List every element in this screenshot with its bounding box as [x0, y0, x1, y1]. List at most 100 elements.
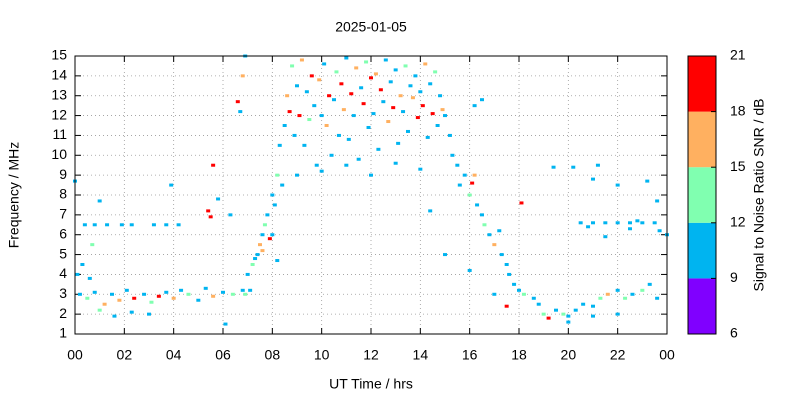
- y-tick-label: 2: [59, 305, 67, 321]
- data-point: [92, 290, 97, 294]
- data-point: [299, 58, 304, 62]
- data-point: [554, 308, 558, 312]
- data-point: [492, 292, 497, 296]
- data-point: [408, 84, 413, 88]
- data-point: [378, 88, 383, 92]
- data-point: [369, 76, 373, 80]
- data-point: [156, 294, 161, 298]
- data-point: [591, 221, 595, 225]
- data-point: [147, 312, 151, 316]
- data-point: [280, 183, 285, 187]
- data-point: [487, 233, 492, 237]
- data-point: [536, 302, 541, 306]
- data-point: [581, 302, 586, 306]
- data-point: [647, 282, 652, 286]
- data-point: [652, 221, 657, 225]
- data-point: [275, 259, 280, 263]
- chart-title: 2025-01-05: [335, 19, 407, 35]
- data-point: [517, 288, 521, 292]
- data-point: [504, 304, 509, 308]
- x-tick-label: 22: [610, 347, 626, 363]
- data-point: [272, 203, 277, 207]
- data-point: [267, 237, 272, 241]
- data-point: [519, 201, 524, 205]
- data-point: [645, 179, 650, 183]
- data-point: [615, 221, 620, 225]
- data-point: [655, 296, 660, 300]
- data-point: [344, 56, 349, 60]
- data-point: [341, 108, 346, 112]
- data-point: [386, 120, 391, 124]
- data-point: [615, 312, 620, 316]
- colorbar-tick-label: 12: [730, 214, 746, 230]
- data-point: [110, 292, 114, 296]
- data-point: [208, 215, 213, 219]
- data-point: [396, 141, 401, 145]
- x-axis-label: UT Time / hrs: [329, 376, 413, 392]
- data-point: [428, 209, 433, 213]
- data-point: [270, 233, 275, 237]
- data-point: [275, 173, 280, 177]
- data-point: [531, 296, 536, 300]
- data-point: [430, 112, 435, 116]
- data-point: [595, 163, 600, 167]
- data-point: [591, 314, 595, 318]
- y-tick-label: 1: [59, 325, 67, 341]
- data-point: [388, 80, 393, 84]
- data-point: [339, 82, 344, 86]
- data-point: [304, 90, 309, 94]
- data-point: [475, 203, 480, 207]
- data-point: [462, 173, 467, 177]
- data-point: [287, 110, 292, 114]
- data-point: [240, 288, 245, 292]
- data-point: [425, 135, 430, 139]
- data-point: [635, 219, 640, 223]
- data-point: [329, 153, 334, 157]
- colorbar-tick-label: 6: [730, 325, 738, 341]
- data-point: [603, 235, 608, 239]
- x-tick-label: 06: [215, 347, 231, 363]
- data-point: [418, 167, 423, 171]
- data-point: [359, 86, 364, 90]
- data-point: [223, 322, 228, 326]
- colorbar-label: Signal to Noise Ratio SNR / dB: [751, 99, 767, 292]
- data-point: [255, 253, 260, 257]
- data-point: [566, 314, 571, 318]
- data-point: [262, 223, 267, 227]
- data-point: [117, 298, 122, 302]
- data-point: [119, 223, 124, 227]
- data-point: [623, 296, 628, 300]
- data-point: [240, 74, 245, 78]
- data-point: [428, 82, 433, 86]
- data-point: [290, 64, 295, 68]
- data-point: [295, 173, 299, 177]
- data-point: [356, 157, 361, 161]
- y-tick-label: 9: [59, 166, 67, 182]
- data-point: [265, 213, 270, 217]
- data-point: [410, 96, 415, 100]
- y-tick-label: 8: [59, 186, 67, 202]
- data-point: [171, 296, 176, 300]
- data-point: [628, 227, 632, 231]
- data-point: [497, 229, 502, 233]
- data-point: [295, 84, 299, 88]
- colorbar-tick-label: 18: [730, 102, 746, 118]
- colorbar-frame: [687, 55, 717, 335]
- data-point: [248, 288, 253, 292]
- data-point: [406, 129, 410, 133]
- data-point: [332, 98, 336, 102]
- data-point: [472, 104, 477, 108]
- y-tick-label: 7: [59, 206, 67, 222]
- colorbar-segment: [688, 111, 716, 168]
- data-point: [270, 193, 275, 197]
- data-point: [546, 316, 551, 320]
- data-point: [393, 161, 398, 165]
- data-point: [480, 98, 484, 102]
- data-point: [586, 225, 591, 229]
- data-point: [245, 272, 250, 276]
- colorbar-tick-label: 9: [730, 269, 738, 285]
- data-point: [250, 263, 255, 266]
- y-tick-label: 13: [51, 86, 67, 102]
- data-point: [467, 193, 472, 197]
- data-point: [196, 298, 201, 302]
